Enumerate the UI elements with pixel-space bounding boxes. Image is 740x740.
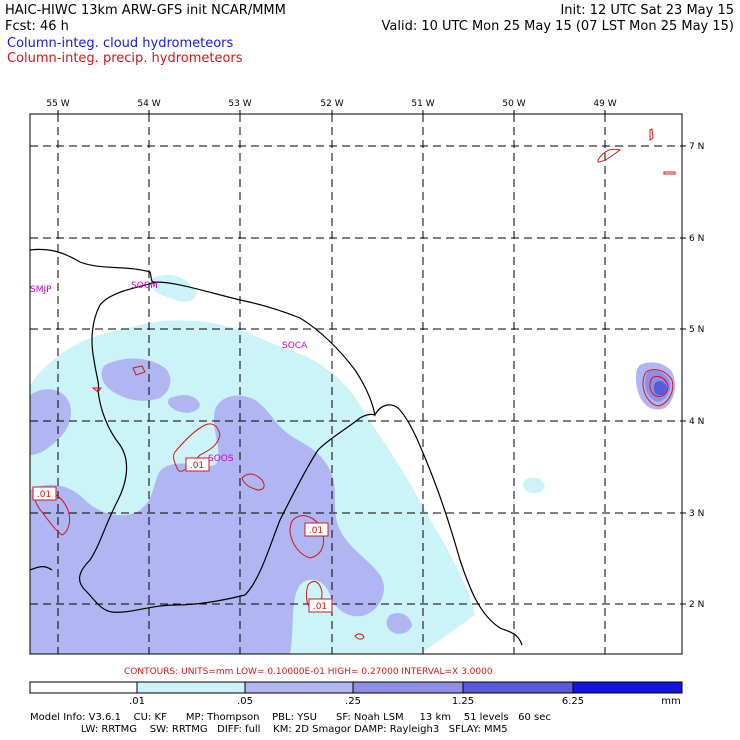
precip-contour [173, 423, 221, 472]
contour-label: .01 [313, 602, 327, 612]
coastline-path [30, 248, 523, 646]
precip-contour [597, 148, 622, 163]
colorbar-units: mm [661, 696, 681, 707]
lon-label: 53 W [228, 99, 251, 109]
shade-level-2 [30, 389, 71, 455]
shade-level-4 [653, 380, 667, 396]
contour-label-box [308, 598, 333, 613]
precip-contour [34, 490, 71, 536]
contour-label: .01 [37, 490, 51, 500]
lon-label: 54 W [137, 99, 160, 109]
map-frame [29, 113, 683, 655]
precip-contours [34, 128, 676, 640]
colorbar-label: .25 [345, 696, 361, 707]
lon-label: 55 W [46, 99, 69, 109]
title-left-1: HAIC-HIWC 13km ARW-GFS init NCAR/MMM [5, 3, 286, 18]
precip-contour [91, 387, 102, 393]
colorbar-segment [462, 681, 574, 694]
contour-label-box [185, 457, 210, 472]
station-smjp: SMJP [30, 285, 52, 295]
contours-info: CONTOURS: UNITS=mm LOW= 0.10000E-01 HIGH… [124, 667, 493, 677]
colorbar-label: .05 [237, 696, 253, 707]
lon-label: 52 W [320, 99, 343, 109]
precip-contour [649, 375, 669, 397]
station-soca: SOCA [282, 341, 308, 351]
lon-labels: 55 W 54 W 53 W 52 W 51 W 50 W 49 W [46, 99, 616, 109]
lat-label: 6 N [689, 234, 704, 244]
lat-label: 5 N [689, 325, 704, 335]
model-info-line2: LW: RRTMG SW: RRTMG DIFF: full KM: 2D Sm… [30, 724, 508, 735]
cloud-shading [30, 274, 676, 654]
lon-label: 49 W [593, 99, 616, 109]
station-labels: SMJP SOCM SOCA SOOS [30, 281, 308, 464]
frame-ticks [57, 110, 686, 605]
border-west [30, 566, 53, 571]
precip-contour [354, 633, 365, 640]
lat-label: 7 N [689, 142, 704, 152]
lat-labels: 7 N 6 N 5 N 4 N 3 N 2 N [689, 142, 704, 610]
precip-contour [289, 515, 324, 559]
lat-label: 2 N [689, 600, 704, 610]
colorbar-segment [29, 681, 138, 694]
precip-contour [663, 171, 676, 175]
contour-label-box [32, 486, 57, 501]
colorbar-segment [572, 681, 683, 694]
colorbar-segment [136, 681, 246, 694]
colorbar-label: 6.25 [561, 696, 585, 707]
precip-contour [241, 473, 265, 491]
forecast-hour: Fcst: 46 h [5, 19, 69, 34]
valid-time: Valid: 10 UTC Mon 25 May 15 (07 LST Mon … [381, 19, 734, 34]
shade-level-2b [101, 358, 171, 401]
lat-label: 4 N [689, 417, 704, 427]
coastline [30, 248, 523, 646]
precip-contour [649, 128, 654, 141]
shade-level-2f [386, 613, 412, 634]
colorbar-segment [244, 681, 354, 694]
shade-level-2d [30, 395, 385, 654]
model-info-line1: Model Info: V3.6.1 CU: KF MP: Thompson P… [30, 712, 551, 723]
legend-cloud: Column-integ. cloud hydrometeors [7, 36, 234, 51]
colorbar-label: .01 [129, 696, 145, 707]
shade-level-1c [523, 477, 545, 494]
contour-label-box [304, 522, 329, 537]
init-time: Init: 12 UTC Sat 23 May 15 [560, 3, 734, 18]
contour-label: .01 [309, 526, 323, 536]
precip-contour [132, 365, 146, 376]
lon-label: 51 W [411, 99, 434, 109]
shade-level-1b [149, 274, 196, 302]
colorbar-segment [352, 681, 464, 694]
contour-label-texts: .01 .01 .01 .01 [37, 461, 327, 612]
shade-level-2e [248, 436, 286, 470]
shade-level-2c [167, 395, 200, 413]
station-soos: SOOS [208, 454, 234, 464]
colorbar [29, 681, 683, 694]
lat-label: 3 N [689, 509, 704, 519]
precip-contour [642, 369, 674, 407]
contour-label-boxes [32, 457, 333, 613]
border-suriname-guyane [78, 281, 376, 613]
station-socm: SOCM [131, 281, 158, 291]
contour-label: .01 [190, 461, 204, 471]
legend-precip: Column-integ. precip. hydrometeors [7, 51, 243, 66]
colorbar-label: 1.25 [451, 696, 475, 707]
lon-label: 50 W [502, 99, 525, 109]
